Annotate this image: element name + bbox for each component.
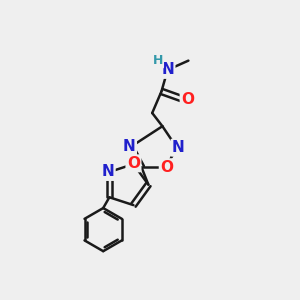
Text: O: O (181, 92, 194, 106)
Text: O: O (127, 156, 140, 171)
Text: N: N (123, 139, 136, 154)
Text: O: O (160, 160, 173, 175)
Text: N: N (172, 140, 185, 155)
Text: N: N (161, 62, 174, 77)
Text: N: N (101, 164, 114, 179)
Text: H: H (152, 54, 163, 67)
